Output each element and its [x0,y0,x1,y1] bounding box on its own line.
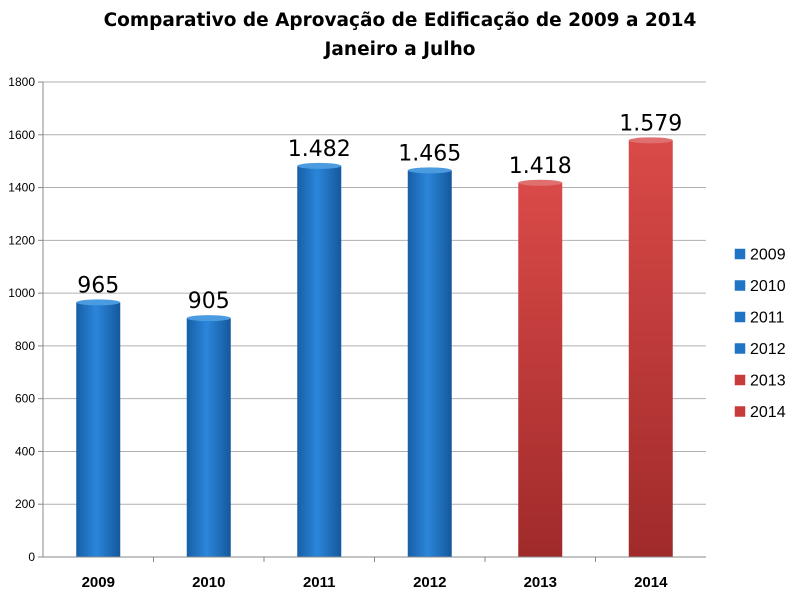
data-label-2012: 1.465 [398,141,461,166]
bar-2010 [186,318,231,557]
legend-label-2014: 2014 [750,404,786,421]
bar-2014 [628,140,673,557]
data-label-2014: 1.579 [619,111,682,136]
y-tick-label: 1200 [8,233,35,247]
bar-top-2011 [297,162,342,169]
bar-top-2014 [628,137,673,144]
y-tick-label: 800 [15,339,35,353]
legend-label-2010: 2010 [750,278,786,295]
legend-swatch-2014 [734,406,746,417]
legend-swatch-2011 [734,311,746,323]
x-tick-label: 2012 [413,574,446,591]
data-label-2010: 905 [188,289,230,314]
y-tick-label: 400 [15,444,35,458]
bars [76,137,673,558]
y-tick-label: 1400 [8,181,35,195]
legend-swatch-2013 [734,374,746,386]
y-tick-label: 0 [28,550,35,564]
bar-2009 [76,302,121,557]
data-label-2013: 1.418 [509,154,572,179]
x-tick-label: 2011 [303,574,336,591]
bar-2013 [518,182,563,558]
legend-label-2011: 2011 [750,310,785,327]
y-tick-label: 1800 [8,75,35,89]
chart-subtitle: Janeiro a Julho [323,39,476,60]
bar-top-2009 [76,299,121,306]
x-axis: 2009 2010 2011 2012 2013 2014 [43,556,706,591]
data-labels: 965 905 1.482 1.465 1.418 1.579 [77,111,682,314]
legend-label-2012: 2012 [750,341,786,358]
data-label-2011: 1.482 [288,137,351,162]
bar-2011 [297,165,342,557]
y-tick-label: 600 [15,392,35,406]
chart-title: Comparativo de Aprovação de Edificação d… [104,10,697,31]
bar-2012 [407,170,452,557]
legend-swatch-2010 [734,280,746,291]
legend-label-2013: 2013 [750,373,786,390]
x-tick-label: 2014 [634,574,668,591]
legend: 2009 2010 2011 2012 2013 2014 [734,247,786,421]
legend-swatch-2012 [734,343,746,354]
x-tick-label: 2009 [82,574,115,591]
y-tick-label: 1600 [8,128,35,142]
y-axis: 0 200 400 600 800 1000 1200 1400 1600 1800 [8,75,44,564]
gridlines [43,81,706,558]
data-label-2009: 965 [77,273,119,298]
bar-top-2012 [407,167,452,174]
bar-top-2010 [186,315,231,322]
x-tick-label: 2010 [192,574,225,591]
y-tick-label: 200 [15,497,35,511]
bar-top-2013 [518,179,563,186]
legend-label-2009: 2009 [750,247,786,264]
legend-swatch-2009 [734,248,746,260]
x-tick-label: 2013 [524,574,557,591]
y-tick-label: 1000 [8,286,35,300]
